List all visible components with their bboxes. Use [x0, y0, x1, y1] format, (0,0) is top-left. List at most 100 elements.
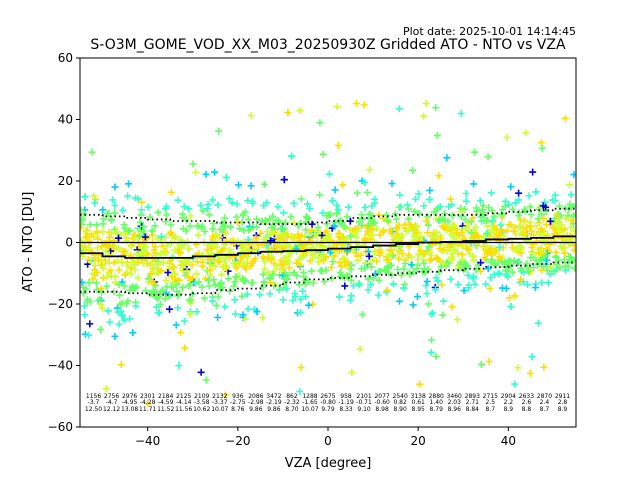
scatter-point	[193, 258, 201, 266]
scatter-point	[289, 296, 297, 304]
scatter-point	[111, 209, 119, 217]
scatter-point	[269, 271, 277, 279]
scatter-point	[346, 296, 354, 304]
scatter-point	[156, 300, 164, 308]
scatter-point	[208, 297, 216, 305]
scatter-point	[570, 256, 576, 264]
scatter-point	[154, 260, 162, 268]
scatter-point	[234, 238, 242, 246]
bin-std-18: 8.95	[412, 406, 426, 413]
scatter-point	[80, 302, 88, 310]
scatter-point	[338, 237, 346, 245]
scatter-point	[328, 197, 336, 205]
scatter-point	[266, 290, 274, 298]
scatter-point	[243, 253, 251, 261]
scatter-point	[542, 203, 550, 211]
scatter-point	[140, 259, 148, 267]
scatter-point	[352, 233, 360, 241]
scatter-point	[111, 183, 119, 191]
scatter-point	[552, 260, 560, 268]
scatter-point	[376, 248, 384, 256]
scatter-point	[555, 227, 563, 235]
scatter-point	[446, 195, 454, 203]
scatter-point	[429, 309, 437, 317]
scatter-point	[297, 261, 305, 269]
scatter-point	[293, 259, 301, 267]
bin-count-22: 2715	[483, 393, 498, 400]
x-tick-label-3: 20	[411, 434, 426, 448]
scatter-point	[285, 264, 293, 272]
scatter-point	[352, 99, 360, 107]
scatter-point	[182, 216, 190, 224]
scatter-point	[239, 275, 247, 283]
scatter-point	[80, 216, 86, 224]
scatter-point	[426, 249, 434, 257]
scatter-point	[159, 286, 167, 294]
scatter-point	[244, 305, 252, 313]
scatter-point	[538, 144, 546, 152]
scatter-point	[396, 297, 404, 305]
scatter-point	[314, 224, 322, 232]
scatter-point	[119, 311, 127, 319]
scatter-point	[185, 259, 193, 267]
scatter-point	[358, 215, 366, 223]
scatter-point	[472, 266, 480, 274]
scatter-point	[132, 194, 140, 202]
scatter-point	[274, 203, 282, 211]
scatter-point	[413, 222, 421, 230]
scatter-point	[495, 253, 503, 261]
bin-mean-9: -2.98	[248, 399, 264, 406]
scatter-point	[505, 221, 513, 229]
scatter-point	[125, 227, 133, 235]
scatter-point	[401, 280, 409, 288]
scatter-point	[554, 210, 562, 218]
scatter-point	[193, 270, 201, 278]
scatter-point	[230, 252, 238, 260]
bin-statistics: 1156-3.712.502756-4.712.122976-4.9513.08…	[85, 393, 570, 413]
scatter-point	[507, 303, 515, 311]
scatter-point	[447, 253, 455, 261]
scatter-point	[226, 246, 234, 254]
scatter-point	[462, 190, 470, 198]
scatter-point	[253, 223, 261, 231]
scatter-point	[523, 263, 531, 271]
scatter-point	[301, 240, 309, 248]
bin-std-11: 8.70	[285, 406, 299, 413]
scatter-point	[291, 293, 299, 301]
scatter-point	[156, 267, 164, 275]
bin-count-17: 2540	[393, 393, 408, 400]
scatter-point	[114, 308, 122, 316]
scatter-point	[177, 329, 185, 337]
bin-count-14: 958	[340, 393, 352, 400]
scatter-point	[131, 234, 139, 242]
scatter-point	[562, 214, 570, 222]
scatter-point	[139, 222, 147, 230]
scatter-point	[367, 263, 375, 271]
scatter-point	[222, 229, 230, 237]
scatter-point	[354, 256, 362, 264]
scatter-point	[98, 242, 106, 250]
scatter-point	[206, 271, 214, 279]
scatter-point	[320, 256, 328, 264]
scatter-point	[297, 308, 305, 316]
scatter-point	[97, 325, 105, 333]
scatter-point	[458, 208, 466, 216]
scatter-point	[84, 244, 92, 252]
scatter-point	[277, 231, 285, 239]
scatter-point	[509, 205, 517, 213]
scatter-point	[551, 196, 559, 204]
scatter-point	[380, 227, 388, 235]
scatter-point	[90, 192, 98, 200]
scatter-point	[186, 222, 194, 230]
scatter-point	[157, 233, 165, 241]
scatter-point	[177, 257, 185, 265]
scatter-point	[375, 211, 383, 219]
bin-std-19: 8.79	[430, 406, 444, 413]
scatter-point	[440, 224, 448, 232]
scatter-point	[300, 268, 308, 276]
bin-count-19: 2880	[429, 393, 444, 400]
scatter-point	[371, 195, 379, 203]
scatter-point	[185, 205, 193, 213]
bin-count-4: 2184	[158, 393, 173, 400]
scatter-point	[167, 188, 175, 196]
